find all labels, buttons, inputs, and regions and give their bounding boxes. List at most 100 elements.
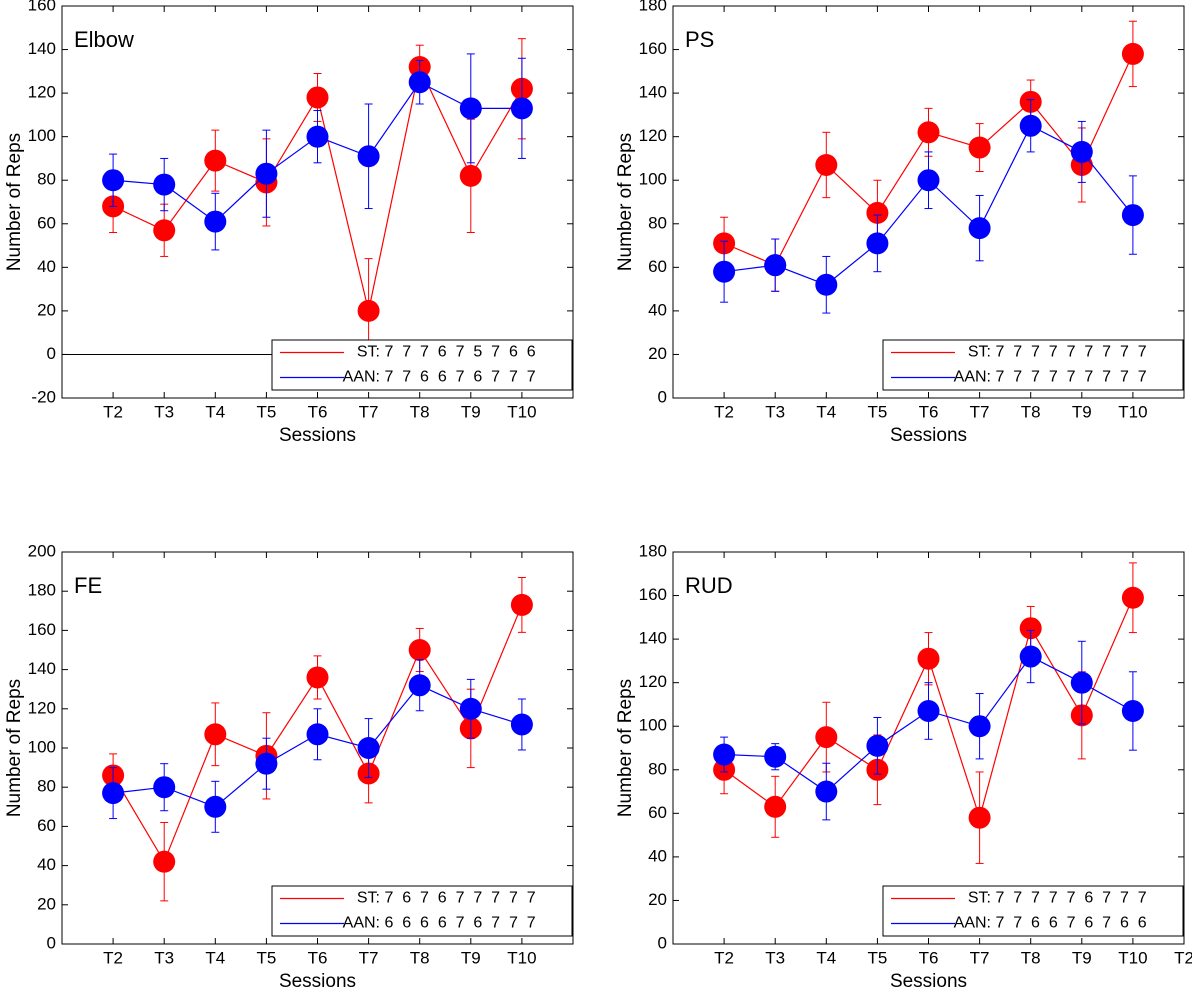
marker: [510, 713, 533, 736]
marker: [306, 125, 329, 148]
marker: [1121, 42, 1144, 65]
x-tick-label: T7: [359, 402, 379, 421]
subplot: 0 20 40 60 80 100 120 140 160 180 T2 T3 T4 T5 T6 T7 T8 T9…: [615, 0, 1185, 446]
subplot: -20 0 20 40 60 80 100 120 140 160 T2 T3 T4 T5 T6 T7 T8 T9…: [4, 0, 574, 446]
marker: [1121, 204, 1144, 227]
x-tick-label: T3: [154, 402, 174, 421]
marker: [917, 121, 940, 144]
x-tick-label: T9: [461, 402, 481, 421]
x-tick-label: T10: [1118, 402, 1147, 421]
marker: [968, 715, 991, 738]
marker: [713, 260, 736, 283]
legend-box: [271, 339, 573, 391]
x-axis-label: Sessions: [279, 971, 356, 991]
x-tick-label: T10: [507, 948, 536, 967]
legend-label: ST: 7 7 7 6 7 5 7 6 6: [357, 344, 536, 361]
marker: [153, 219, 176, 242]
x-tick-label: T9: [1072, 948, 1092, 967]
y-tick-label: 120: [28, 698, 56, 717]
marker: [815, 726, 838, 749]
legend-label: ST: 7 6 7 6 7 7 7 7 7: [357, 890, 536, 907]
y-tick-label: 60: [37, 213, 56, 232]
marker: [153, 173, 176, 196]
x-tick-label: T5: [867, 402, 887, 421]
x-tick-label: T10: [1118, 948, 1147, 967]
marker: [204, 723, 227, 746]
x-axis-label: Sessions: [279, 425, 356, 446]
x-tick-label: T9: [1072, 402, 1092, 421]
marker: [1121, 586, 1144, 609]
marker: [306, 666, 329, 689]
marker: [255, 752, 278, 775]
y-tick-label: 200: [28, 541, 56, 560]
x-axis-label: Sessions: [890, 971, 967, 991]
x-tick-label: T2: [1174, 948, 1192, 967]
x-tick-label: T5: [256, 402, 276, 421]
marker: [204, 795, 227, 818]
x-tick-label: T6: [308, 948, 328, 967]
y-tick-label: 20: [37, 894, 56, 913]
x-tick-label: T8: [410, 402, 430, 421]
x-tick-label: T8: [1021, 948, 1041, 967]
legend-label: AAN: 7 7 7 7 7 7 7 7 7: [954, 369, 1147, 386]
y-tick-label: 80: [648, 759, 667, 778]
x-tick-label: T4: [816, 402, 836, 421]
y-tick-label: 0: [658, 933, 667, 952]
y-tick-label: 80: [37, 170, 56, 189]
marker: [968, 136, 991, 159]
y-tick-label: 0: [47, 344, 56, 363]
y-tick-label: 160: [639, 585, 667, 604]
y-tick-label: 140: [639, 83, 667, 102]
y-tick-label: 40: [648, 846, 667, 865]
panel-label: PS: [685, 27, 714, 52]
y-tick-label: 0: [658, 387, 667, 406]
x-tick-label: T8: [410, 948, 430, 967]
marker: [917, 169, 940, 192]
x-axis-label: Sessions: [890, 425, 967, 446]
x-tick-label: T9: [461, 948, 481, 967]
marker: [510, 593, 533, 616]
marker: [408, 674, 431, 697]
marker: [1070, 671, 1093, 694]
y-tick-label: 160: [28, 0, 56, 14]
x-tick-label: T2: [714, 948, 734, 967]
marker: [357, 145, 380, 168]
marker: [764, 745, 787, 768]
marker: [764, 795, 787, 818]
panel-label: Elbow: [74, 27, 134, 52]
subplot: 0 20 40 60 80 100 120 140 160 180 T2 T3 T4 T5 T6 T7 T8 T9…: [615, 541, 1192, 991]
y-tick-label: 180: [639, 0, 667, 14]
x-tick-label: T2: [103, 402, 123, 421]
legend-label: AAN: 7 7 6 6 7 6 7 6 6: [954, 915, 1147, 932]
x-tick-label: T10: [507, 402, 536, 421]
legend-label: AAN: 6 6 6 6 7 6 7 7 7: [343, 915, 536, 932]
marker: [917, 699, 940, 722]
marker: [866, 201, 889, 224]
marker: [815, 153, 838, 176]
y-tick-label: 140: [28, 39, 56, 58]
x-tick-label: T8: [1021, 402, 1041, 421]
y-tick-label: 20: [37, 300, 56, 319]
legend-box: [882, 885, 1184, 937]
y-tick-label: 120: [28, 83, 56, 102]
x-tick-label: T3: [765, 402, 785, 421]
legend-label: AAN: 7 7 6 6 7 6 7 7 7: [343, 369, 536, 386]
marker: [204, 210, 227, 233]
marker: [306, 86, 329, 109]
x-tick-label: T2: [103, 948, 123, 967]
x-tick-label: T3: [765, 948, 785, 967]
y-tick-label: 120: [639, 672, 667, 691]
x-tick-label: T4: [205, 948, 225, 967]
marker: [815, 780, 838, 803]
marker: [153, 776, 176, 799]
marker: [204, 149, 227, 172]
plot-area: [672, 551, 1185, 945]
marker: [1121, 699, 1144, 722]
marker: [866, 734, 889, 757]
marker: [306, 723, 329, 746]
marker: [408, 71, 431, 94]
y-tick-label: 40: [648, 300, 667, 319]
y-tick-label: 100: [28, 737, 56, 756]
marker: [357, 737, 380, 759]
y-tick-label: 80: [37, 777, 56, 796]
